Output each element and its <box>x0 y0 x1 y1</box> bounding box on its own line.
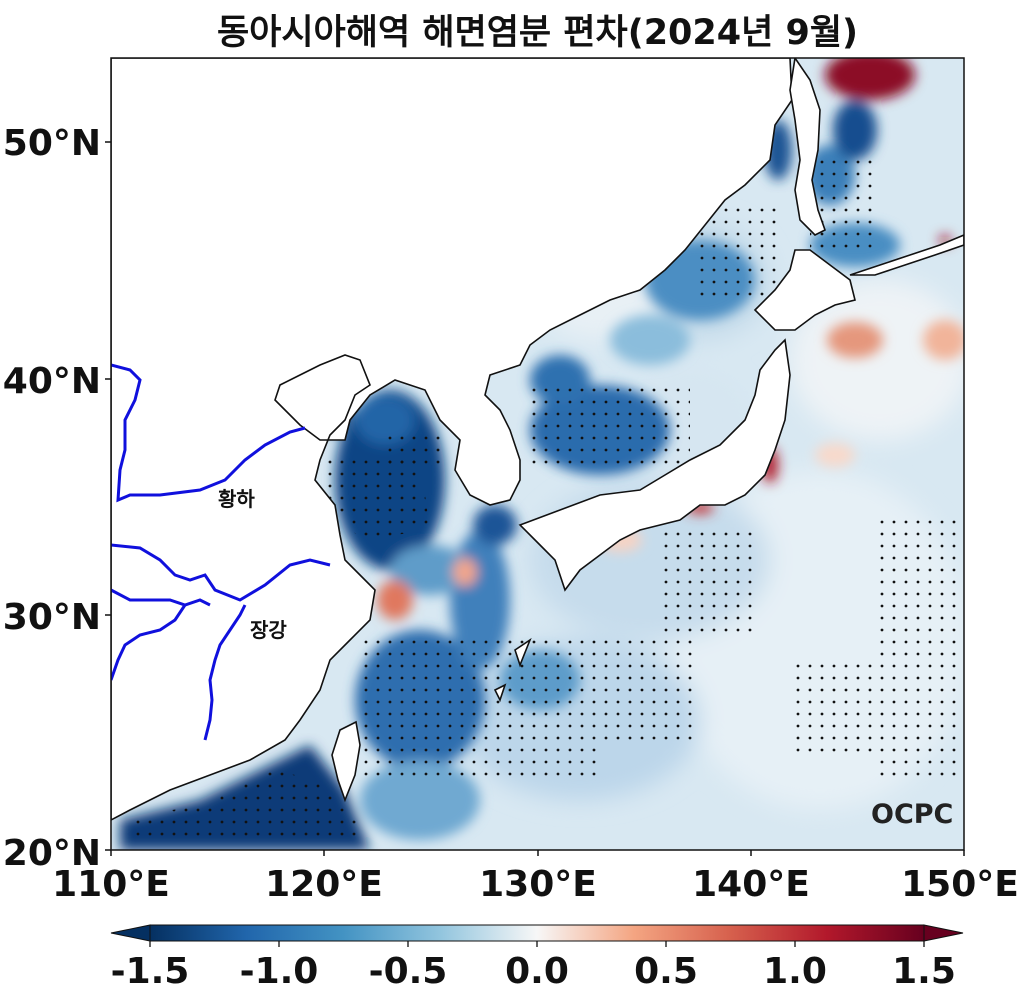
colorbar-tick-label: -1.5 <box>111 951 190 992</box>
ocpc-logo: OCPC <box>871 799 953 830</box>
yellow-river-label: 황하 <box>218 487 255 511</box>
yangtze-lower-tributary-line <box>111 604 187 681</box>
colorbar-tick-label: 1.0 <box>763 951 827 992</box>
colorbar-low-extend <box>110 924 151 942</box>
lon-tick-label: 120°E <box>265 864 383 905</box>
lat-axis: 50°N 40°N 30°N 20°N <box>3 123 101 874</box>
lon-tick-label: 150°E <box>901 864 1019 905</box>
colorbar-tick-label: 0.0 <box>505 951 569 992</box>
lon-tick-label: 130°E <box>479 864 597 905</box>
lat-tick-label: 40°N <box>3 361 101 402</box>
lon-tick-label: 110°E <box>52 864 170 905</box>
lon-tick-marks <box>110 850 965 856</box>
map-title: 동아시아해역 해면염분 편차(2024년 9월) <box>216 13 859 53</box>
colorbar-tick-label: -1.0 <box>240 951 319 992</box>
coastline <box>111 58 964 821</box>
colorbar-gradient <box>149 924 925 942</box>
colorbar-high-extend <box>923 924 964 942</box>
yellow-river-line <box>111 363 306 503</box>
colorbar-tick-label: 0.5 <box>634 951 698 992</box>
yangtze-tributary-line <box>111 588 211 607</box>
rivers <box>111 363 331 741</box>
yangtze-river-line <box>111 543 331 602</box>
lat-tick-label: 20°N <box>3 833 101 874</box>
colorbar-tick-label: -0.5 <box>369 951 448 992</box>
lat-tick-label: 30°N <box>3 597 101 638</box>
colorbar: -1.5 -1.0 -0.5 0.0 0.5 1.0 1.5 <box>110 924 964 992</box>
lat-tick-marks <box>105 141 111 851</box>
lon-tick-label: 140°E <box>692 864 810 905</box>
ocpc-logo-text: OCPC <box>871 799 953 830</box>
lon-axis: 110°E 120°E 130°E 140°E 150°E <box>52 864 1019 905</box>
southern-river-line <box>203 604 247 741</box>
lat-tick-label: 50°N <box>3 123 101 164</box>
yangtze-river-label: 장강 <box>250 618 287 642</box>
colorbar-tick-label: 1.5 <box>892 951 956 992</box>
